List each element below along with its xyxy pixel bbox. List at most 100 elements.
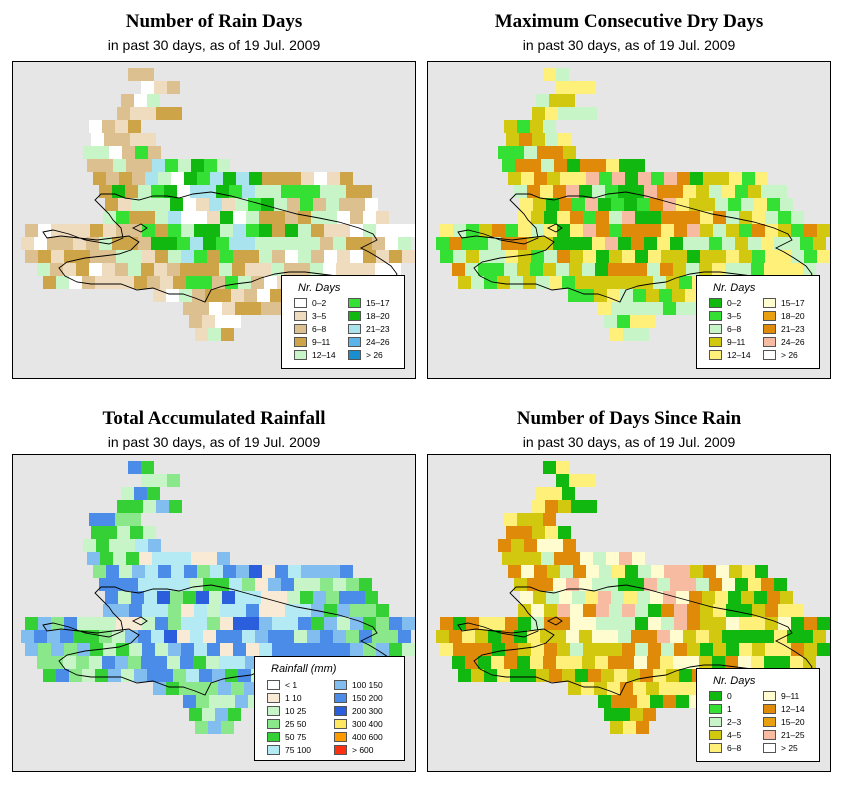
grid-cell [154,474,167,487]
grid-cell [663,198,676,211]
grid-cell [739,643,752,656]
grid-cell [272,211,285,224]
grid-cell [536,487,549,500]
grid-cell [755,172,768,185]
grid-cell [359,185,372,198]
grid-cell [192,682,205,695]
grid-cell [121,276,134,289]
grid-cell [780,198,793,211]
grid-cell [673,263,686,276]
grid-cell [623,328,636,341]
grid-cell [466,643,479,656]
grid-cell [138,237,151,250]
grid-cell [207,211,220,224]
grid-cell [350,211,363,224]
grid-cell [220,250,233,263]
grid-cell [713,604,726,617]
grid-cell [125,237,138,250]
grid-cell [657,237,670,250]
legend-label: 6–8 [312,324,327,334]
grid-cell [350,617,363,630]
grid-cell [566,237,579,250]
grid-cell [168,211,181,224]
grid-cell [700,211,713,224]
grid-cell [320,185,333,198]
grid-cell [144,198,157,211]
grid-cell [596,604,609,617]
legend-label: 12–14 [781,704,805,714]
grid-cell [709,237,722,250]
grid-cell [177,185,190,198]
grid-cell [130,133,143,146]
grid-cell [609,250,622,263]
grid-cell [385,630,398,643]
grid-cell [177,237,190,250]
grid-cell [648,211,661,224]
grid-cell [527,630,540,643]
grid-cell [580,159,593,172]
grid-cell [350,604,363,617]
grid-cell [38,617,51,630]
grid-cell [142,211,155,224]
grid-cell [38,224,51,237]
grid-cell [536,94,549,107]
grid-cell [676,695,689,708]
grid-cell [508,172,521,185]
grid-cell [624,198,637,211]
map-legend: Nr. Days 0 1 2–3 4–5 6–8 9–11 12–14 15–20 21–25 >… [696,668,820,762]
grid-cell [324,224,337,237]
grid-cell [622,617,635,630]
grid-cell [106,172,119,185]
grid-cell [320,578,333,591]
grid-cell [246,224,259,237]
grid-cell [194,250,207,263]
grid-cell [729,172,742,185]
grid-cell [609,224,622,237]
grid-cell [532,500,545,513]
grid-cell [47,237,60,250]
grid-cell [632,159,645,172]
grid-cell [593,159,606,172]
legend-label: 0 [727,691,732,701]
grid-cell [670,185,683,198]
grid-cell [713,211,726,224]
grid-cell [194,604,207,617]
grid-cell [777,263,790,276]
grid-cell [209,302,222,315]
grid-cell [275,172,288,185]
grid-cell [207,617,220,630]
grid-cell [298,224,311,237]
grid-cell [534,172,547,185]
grid-cell [76,263,89,276]
grid-cell [203,185,216,198]
grid-cell [183,695,196,708]
grid-cell [233,643,246,656]
grid-cell [608,656,621,669]
grid-cell [145,565,158,578]
grid-cell [236,172,249,185]
grid-cell [549,276,562,289]
grid-cell [103,224,116,237]
grid-cell [791,617,804,630]
grid-cell [37,656,50,669]
grid-cell [323,263,336,276]
grid-cell [196,198,209,211]
grid-cell [622,224,635,237]
panel-title: Maximum Consecutive Dry Days [494,11,764,32]
grid-cell [633,289,646,302]
grid-cell [624,591,637,604]
grid-cell [543,120,556,133]
grid-cell [774,185,787,198]
grid-cell [337,617,350,630]
legend-label: 9–11 [781,691,800,701]
grid-cell [128,68,141,81]
grid-cell [99,578,112,591]
grid-cell [608,263,621,276]
grid-cell [203,578,216,591]
legend-label: 24–26 [781,337,805,347]
grid-cell [607,289,620,302]
grid-cell [246,617,259,630]
legend-swatch [763,691,776,701]
grid-cell [566,185,579,198]
grid-cell [307,237,320,250]
